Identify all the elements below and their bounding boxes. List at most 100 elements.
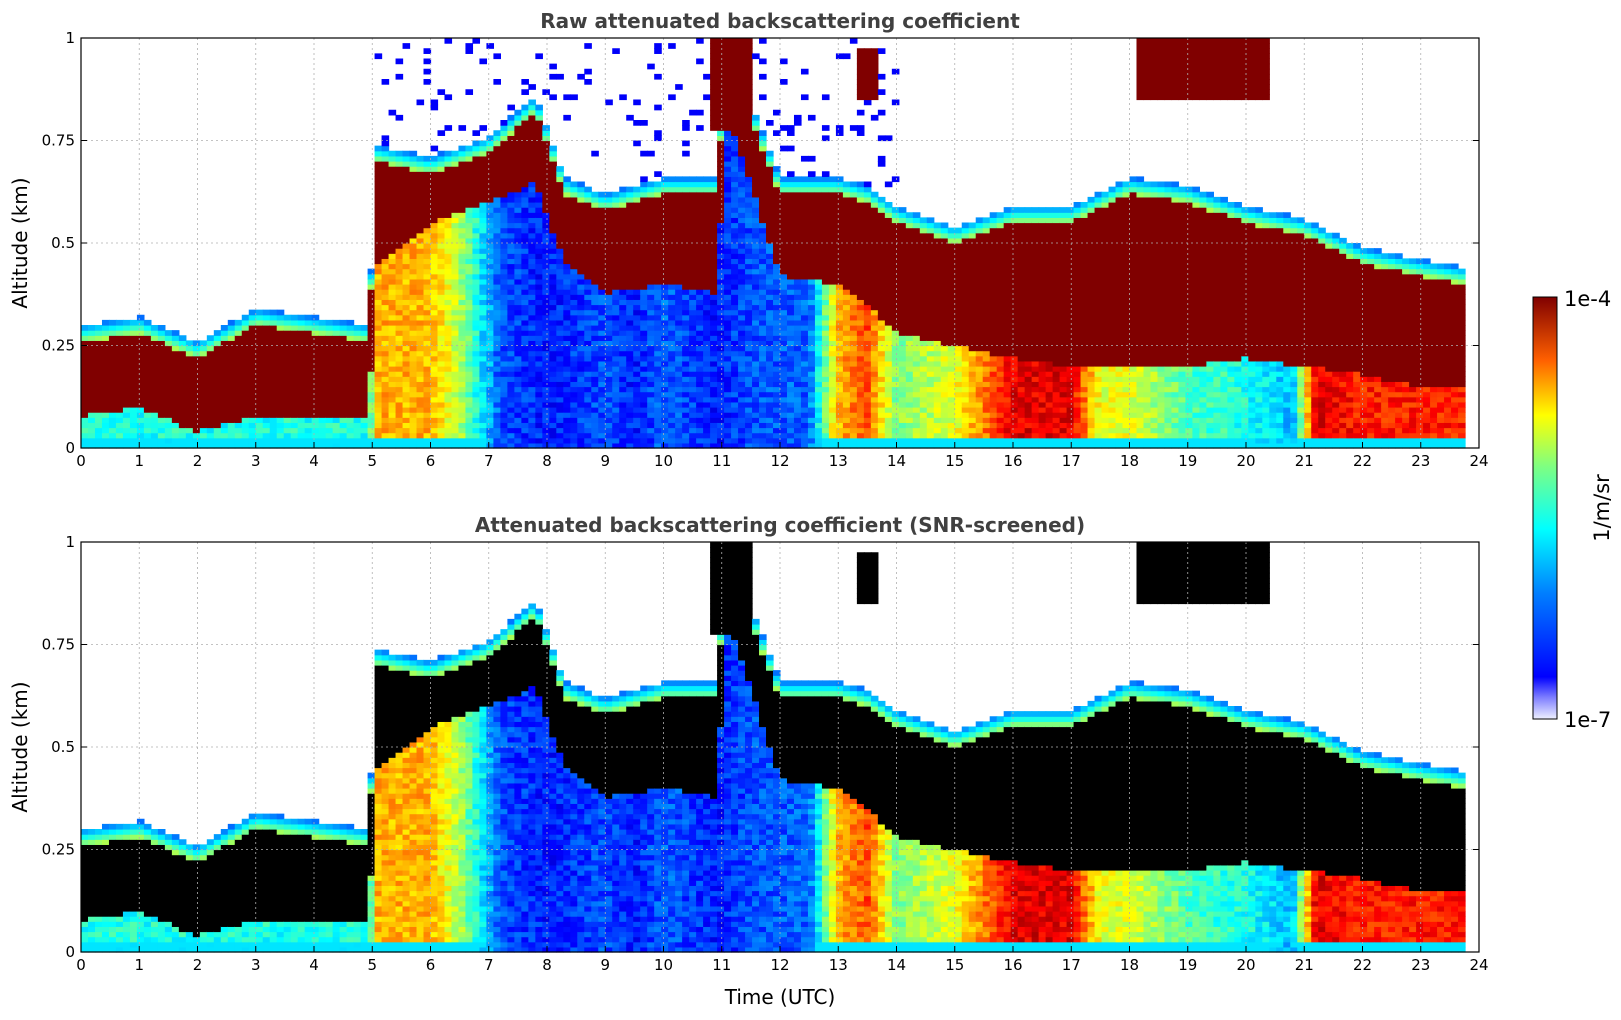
heatmap-cell xyxy=(563,335,571,341)
heatmap-cell xyxy=(814,309,823,316)
heatmap-cell xyxy=(717,73,725,80)
heatmap-cell xyxy=(724,319,732,326)
heatmap-cell xyxy=(290,376,299,382)
heatmap-cell xyxy=(451,284,460,290)
heatmap-cell xyxy=(248,401,257,408)
heatmap-cell xyxy=(710,289,718,295)
heatmap-cell xyxy=(668,407,676,413)
heatmap-cell xyxy=(451,243,460,249)
heatmap-cell xyxy=(661,319,669,326)
heatmap-cell xyxy=(738,294,746,300)
heatmap-cell xyxy=(500,304,508,311)
heatmap-cell xyxy=(206,381,215,388)
heatmap-cell xyxy=(514,120,522,126)
heatmap-cell xyxy=(717,53,725,60)
heatmap-cell xyxy=(486,340,495,347)
heatmap-cell xyxy=(542,350,550,357)
heatmap-cell xyxy=(612,243,620,249)
heatmap-cell xyxy=(696,207,704,213)
heatmap-cell xyxy=(185,381,194,388)
heatmap-cell xyxy=(185,366,194,372)
heatmap-cell xyxy=(703,355,711,362)
heatmap-cell xyxy=(570,412,578,418)
heatmap-cell xyxy=(402,253,411,259)
heatmap-cell xyxy=(444,391,453,398)
heatmap-cell xyxy=(353,396,362,403)
heatmap-cell xyxy=(108,401,117,408)
heatmap-cell xyxy=(444,407,453,413)
heatmap-cell xyxy=(374,330,383,336)
heatmap-cell xyxy=(807,340,816,347)
heatmap-cell xyxy=(458,155,467,162)
heatmap-cell xyxy=(81,407,89,413)
heatmap-cell xyxy=(122,371,131,377)
heatmap-cell xyxy=(437,325,446,331)
heatmap-cell xyxy=(612,330,620,336)
heatmap-cell xyxy=(661,217,669,224)
heatmap-cell xyxy=(647,150,655,157)
heatmap-cell xyxy=(500,237,508,244)
heatmap-cell xyxy=(528,191,536,198)
heatmap-cell xyxy=(675,294,683,300)
heatmap-cell xyxy=(738,217,746,224)
heatmap-cell xyxy=(409,268,418,275)
heatmap-cell xyxy=(269,340,278,347)
heatmap-cell xyxy=(472,161,481,167)
heatmap-cell xyxy=(409,155,418,162)
heatmap-cell xyxy=(780,412,788,418)
heatmap-cell xyxy=(619,263,627,270)
heatmap-cell xyxy=(199,396,208,403)
heatmap-cell xyxy=(353,371,362,377)
heatmap-cell xyxy=(710,422,718,429)
heatmap-cell xyxy=(535,268,543,275)
heatmap-cell xyxy=(220,427,229,434)
heatmap-cell xyxy=(136,417,145,423)
heatmap-cell xyxy=(675,417,683,423)
heatmap-cell xyxy=(388,299,397,306)
heatmap-cell xyxy=(703,412,711,418)
heatmap-cell xyxy=(255,340,264,347)
heatmap-cell xyxy=(821,360,830,367)
heatmap-cell xyxy=(724,340,732,347)
heatmap-cell xyxy=(738,99,746,106)
heatmap-cell xyxy=(402,401,411,408)
heatmap-cell xyxy=(807,186,816,193)
heatmap-cell xyxy=(304,340,313,347)
heatmap-cell xyxy=(157,355,166,362)
heatmap-cell xyxy=(786,437,795,444)
heatmap-cell xyxy=(213,437,222,444)
heatmap-cell xyxy=(703,278,711,285)
heatmap-cell xyxy=(458,145,467,152)
heatmap-cell xyxy=(129,386,138,393)
heatmap-cell xyxy=(633,253,641,259)
heatmap-cell xyxy=(759,222,767,229)
heatmap-cell xyxy=(465,227,474,234)
heatmap-cell xyxy=(248,325,257,331)
heatmap-cell xyxy=(220,350,229,357)
heatmap-cell xyxy=(738,104,746,111)
heatmap-cell xyxy=(416,407,425,413)
heatmap-cell xyxy=(535,396,543,403)
heatmap-cell xyxy=(353,350,362,357)
heatmap-cell xyxy=(507,401,515,408)
heatmap-cell xyxy=(696,340,704,347)
heatmap-cell xyxy=(647,284,655,290)
heatmap-cell xyxy=(346,330,355,336)
heatmap-cell xyxy=(738,114,746,121)
heatmap-cell xyxy=(633,325,641,331)
heatmap-cell xyxy=(773,294,781,300)
heatmap-cell xyxy=(122,350,131,357)
heatmap-cell xyxy=(248,319,257,326)
heatmap-cell xyxy=(360,432,369,439)
heatmap-cell xyxy=(759,145,767,152)
heatmap-cell xyxy=(535,278,543,285)
heatmap-cell xyxy=(528,304,536,311)
heatmap-cell xyxy=(598,371,606,377)
heatmap-cell xyxy=(640,432,648,439)
heatmap-cell xyxy=(703,191,711,198)
heatmap-cell xyxy=(507,161,515,167)
heatmap-cell xyxy=(108,376,117,382)
heatmap-cell xyxy=(807,417,816,423)
heatmap-cell xyxy=(724,48,732,54)
heatmap-cell xyxy=(724,284,732,290)
